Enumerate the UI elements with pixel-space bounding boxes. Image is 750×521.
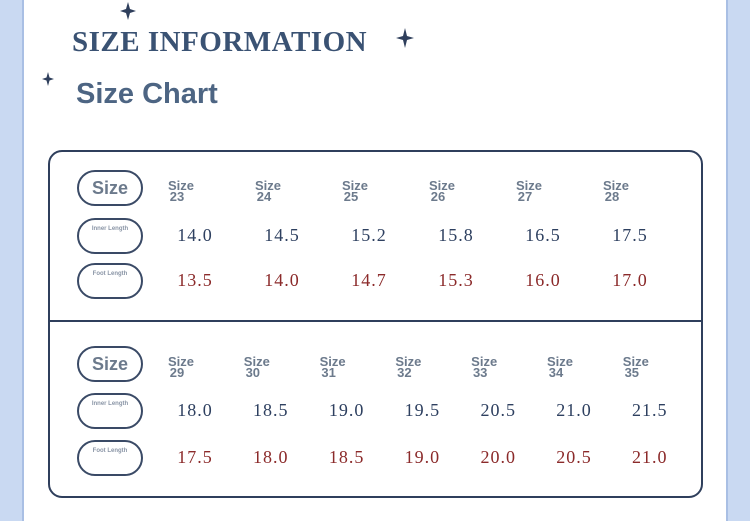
size-number: 23 xyxy=(169,189,185,204)
size-header: Size 30 xyxy=(232,354,282,379)
row-label: Size xyxy=(77,346,143,382)
inner-length: 18.5 xyxy=(253,400,289,420)
size-header: Size 28 xyxy=(591,178,641,203)
foot-length: 15.3 xyxy=(438,270,474,290)
foot-length: 17.0 xyxy=(612,270,648,290)
size-word: Size xyxy=(167,354,194,369)
inner-length: 21.5 xyxy=(632,400,668,420)
inner-length: 14.0 xyxy=(177,225,213,245)
size-number: 28 xyxy=(604,189,620,204)
size-number: 33 xyxy=(472,365,488,380)
size-number: 34 xyxy=(548,365,564,380)
foot-length: 18.0 xyxy=(253,447,289,467)
row-label: Foot Length xyxy=(77,263,143,299)
size-number: 27 xyxy=(517,189,533,204)
inner-length: 15.2 xyxy=(351,225,387,245)
foot-length: 19.0 xyxy=(404,447,441,467)
size-header: Size 29 xyxy=(156,354,206,379)
foot-length: 20.0 xyxy=(480,447,516,467)
foot-length: 14.0 xyxy=(264,270,300,290)
foot-length: 21.0 xyxy=(632,447,668,467)
size-header: Size 35 xyxy=(611,354,661,379)
foot-length: 18.5 xyxy=(328,447,365,467)
size-header: Size 33 xyxy=(459,354,509,379)
size-header: Size 31 xyxy=(308,354,358,379)
inner-length: 19.0 xyxy=(328,400,365,420)
inner-length: 16.5 xyxy=(525,225,561,245)
divider xyxy=(48,320,703,322)
size-word: Size xyxy=(341,178,368,193)
size-word: Size xyxy=(471,354,498,369)
star-icon xyxy=(396,28,414,48)
size-number: 30 xyxy=(245,365,261,380)
title: SIZE INFORMATION xyxy=(72,26,368,58)
foot-length: 20.5 xyxy=(556,447,592,467)
star-icon xyxy=(42,72,54,86)
size-word: Size xyxy=(515,178,542,193)
size-header: Size 32 xyxy=(383,354,433,379)
inner-length: 15.8 xyxy=(438,225,474,245)
size-word: Size xyxy=(254,178,281,193)
size-number: 24 xyxy=(256,189,272,204)
size-word: Size xyxy=(602,178,629,193)
size-header: Size 23 xyxy=(156,178,206,203)
size-word: Size xyxy=(243,354,270,369)
inner-length: 14.5 xyxy=(264,225,300,245)
row-label: Inner Length xyxy=(77,393,143,429)
sheet xyxy=(22,0,728,521)
inner-length: 17.5 xyxy=(612,225,648,245)
inner-length: 20.5 xyxy=(480,400,516,420)
size-word: Size xyxy=(167,178,194,193)
size-word: Size xyxy=(546,354,573,369)
star-icon xyxy=(120,2,136,20)
inner-length: 19.5 xyxy=(404,400,441,420)
size-table xyxy=(48,150,703,498)
size-number: 29 xyxy=(169,365,185,380)
size-number: 32 xyxy=(397,365,412,380)
foot-length: 16.0 xyxy=(525,270,561,290)
row-label: Size xyxy=(77,170,143,206)
inner-length: 18.0 xyxy=(177,400,213,420)
size-header: Size 25 xyxy=(330,178,380,203)
size-number: 25 xyxy=(343,189,359,204)
size-word: Size xyxy=(395,354,422,369)
size-word: Size xyxy=(428,178,455,193)
foot-length: 13.5 xyxy=(177,270,213,290)
foot-length: 14.7 xyxy=(351,270,387,290)
size-header: Size 26 xyxy=(417,178,467,203)
inner-length: 21.0 xyxy=(556,400,592,420)
size-number: 26 xyxy=(430,189,446,204)
size-header: Size 27 xyxy=(504,178,554,203)
size-number: 31 xyxy=(321,365,336,380)
size-word: Size xyxy=(622,354,649,369)
row-label: Foot Length xyxy=(77,440,143,476)
size-header: Size 24 xyxy=(243,178,293,203)
size-word: Size xyxy=(319,354,346,369)
row-label: Inner Length xyxy=(77,218,143,254)
foot-length: 17.5 xyxy=(177,447,213,467)
size-header: Size 34 xyxy=(535,354,585,379)
subtitle: Size Chart xyxy=(76,78,218,110)
size-number: 35 xyxy=(624,365,640,380)
